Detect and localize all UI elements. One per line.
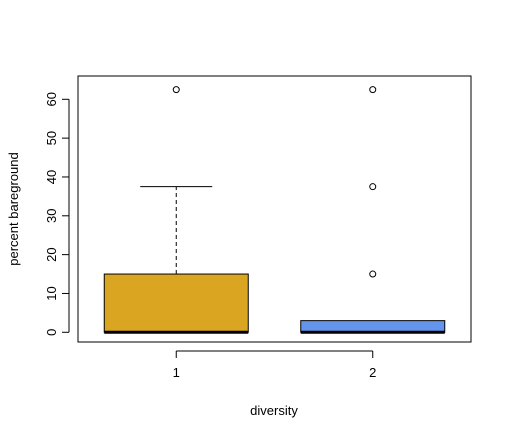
y-axis-label: percent bareground bbox=[6, 152, 21, 265]
y-axis: 0 10 20 30 40 50 60 bbox=[44, 92, 70, 336]
x-tick-label-1: 1 bbox=[173, 365, 180, 380]
box-2 bbox=[300, 320, 446, 333]
y-tick-label-30: 30 bbox=[44, 209, 59, 223]
box-group-2 bbox=[300, 86, 446, 334]
y-tick-label-50: 50 bbox=[44, 131, 59, 145]
y-tick-label-40: 40 bbox=[44, 170, 59, 184]
y-tick-label-0: 0 bbox=[44, 329, 59, 336]
outlier-2-1 bbox=[369, 183, 377, 191]
y-tick-label-60: 60 bbox=[44, 92, 59, 106]
outlier-2-0 bbox=[369, 270, 377, 278]
boxes-layer bbox=[103, 86, 446, 334]
box-1 bbox=[103, 273, 249, 333]
box-group-1 bbox=[103, 86, 249, 334]
x-axis-label: diversity bbox=[250, 403, 298, 418]
y-tick-label-20: 20 bbox=[44, 247, 59, 261]
x-tick-label-2: 2 bbox=[369, 365, 376, 380]
y-tick-label-10: 10 bbox=[44, 286, 59, 300]
outlier-1-0 bbox=[172, 86, 180, 94]
outlier-2-2 bbox=[369, 86, 377, 94]
plot-frame bbox=[77, 75, 472, 343]
